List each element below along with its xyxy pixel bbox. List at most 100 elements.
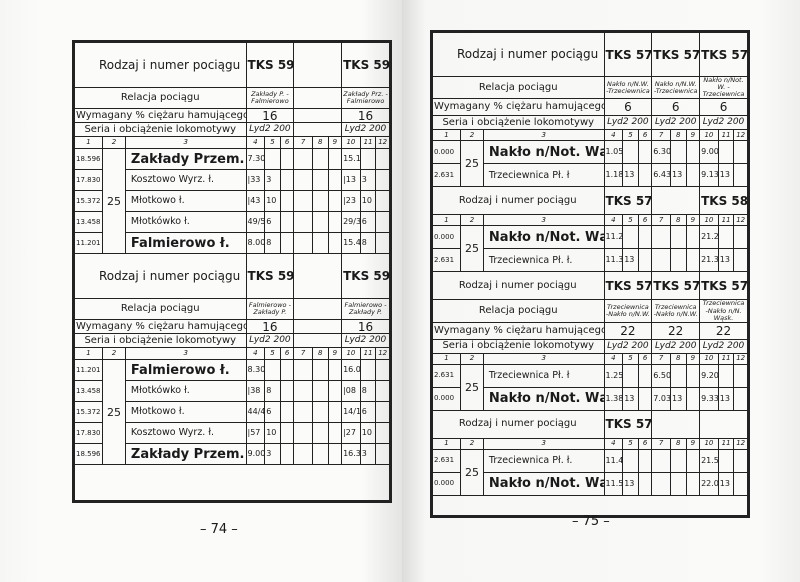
departure-time [651, 225, 671, 250]
travel-minutes [670, 225, 687, 250]
station-name: Falmierowo ł. [124, 232, 247, 254]
travel-minutes: 13 [717, 248, 735, 273]
station-name: Trzeciewnica Pł. ł [482, 363, 605, 388]
departure-time [651, 471, 671, 496]
travel-minutes [717, 363, 735, 388]
departure-time: |33 [245, 169, 266, 191]
column-number: 3 [124, 347, 247, 360]
table-row: Wymagany % ciężaru hamującego 16 16 [74, 108, 390, 123]
departure-time: 9.00 [245, 443, 266, 465]
column-number: 11 [717, 352, 735, 365]
locomotive-label: Seria i obciążenie lokomotywy [432, 115, 605, 131]
table-row [74, 464, 390, 501]
station-km: 2.631 [431, 448, 462, 473]
travel-minutes [622, 225, 639, 250]
station-name: Nakło n/Not. Wąsk. [482, 386, 605, 411]
departure-time: 11.37 [603, 248, 624, 273]
locomotive-series-load: Lyd2 200 [651, 115, 701, 131]
column-number: 9 [685, 214, 701, 227]
travel-minutes: 13 [717, 386, 735, 411]
empty-cell [279, 232, 295, 254]
travel-minutes [717, 140, 735, 165]
brake-percentage: 16 [341, 319, 390, 334]
locomotive-series-load: Lyd2 200 [245, 333, 295, 348]
empty-cell [327, 422, 343, 444]
travel-minutes: 3 [264, 443, 281, 465]
departure-time: 29/32 [341, 211, 361, 233]
empty-cell [279, 148, 295, 170]
station-km: 15.372 [73, 401, 104, 423]
train-number: TKS 593 [341, 253, 390, 299]
locomotive-series-load [293, 333, 343, 348]
column-number: 10 [699, 214, 719, 227]
column-number: 10 [699, 129, 719, 142]
travel-minutes: 3 [264, 169, 281, 191]
station-km: 13.458 [73, 211, 104, 233]
column-number: 4 [245, 347, 266, 360]
table-row: 17.830 Kosztowo Wyrz. ł. |57 10 |27 10 [73, 422, 390, 444]
empty-cell [375, 443, 390, 465]
table-row: Wymagany % ciężaru hamującego 6 6 6 [432, 98, 748, 117]
column-number: 5 [264, 136, 281, 149]
column-number: 11 [359, 136, 377, 149]
empty-cell [375, 380, 390, 402]
empty-cell [637, 471, 653, 496]
empty-cell [279, 443, 295, 465]
departure-time: 6.30 [651, 140, 671, 165]
column-number: 3 [482, 129, 605, 142]
brake-percentage: 22 [603, 321, 653, 340]
station-km: 0.000 [431, 140, 462, 165]
column-number: 1 [73, 347, 104, 360]
departure-time [651, 248, 671, 273]
departure-time [651, 448, 671, 473]
departure-time: 11.57 [603, 471, 624, 496]
empty-cell [733, 471, 748, 496]
empty-cell [375, 401, 390, 423]
travel-minutes: 3 [359, 169, 377, 191]
column-number: 12 [733, 214, 748, 227]
departure-time [293, 422, 313, 444]
departure-time [293, 190, 313, 212]
station-name: Trzeciewnica Pł. ł. [482, 448, 605, 473]
travel-minutes: 6 [264, 401, 281, 423]
empty-cell [327, 401, 343, 423]
column-number: 12 [733, 129, 748, 142]
departure-time [293, 169, 313, 191]
empty-footer-row [432, 494, 748, 516]
column-number: 9 [685, 352, 701, 365]
station-km: 0.000 [431, 225, 462, 250]
page-number: – 74 – [200, 522, 238, 537]
departure-time: 15.10 [341, 148, 361, 170]
travel-minutes [717, 448, 735, 473]
brake-percentage: 22 [699, 321, 748, 340]
travel-minutes [312, 232, 329, 254]
column-number: 4 [603, 129, 624, 142]
empty-cell [637, 248, 653, 273]
train-number: TKS 575 [699, 32, 748, 77]
travel-minutes: 6 [264, 211, 281, 233]
column-number: 11 [359, 347, 377, 360]
departure-time: 8.00 [245, 232, 266, 254]
departure-time: 7.30 [245, 148, 266, 170]
empty-cell [327, 232, 343, 254]
travel-minutes: 13 [670, 386, 687, 411]
brake-percentage [293, 319, 343, 334]
empty-cell [637, 386, 653, 411]
column-number: 7 [651, 352, 671, 365]
relation-label: Relacja pociągu [74, 298, 247, 320]
empty-cell [685, 140, 701, 165]
column-number: 9 [685, 129, 701, 142]
column-number: 10 [341, 136, 361, 149]
brake-percentage: 6 [651, 98, 701, 117]
departure-time: |13 [341, 169, 361, 191]
empty-cell [327, 148, 343, 170]
column-number: 5 [622, 437, 639, 450]
max-speed: 25 [460, 140, 484, 188]
